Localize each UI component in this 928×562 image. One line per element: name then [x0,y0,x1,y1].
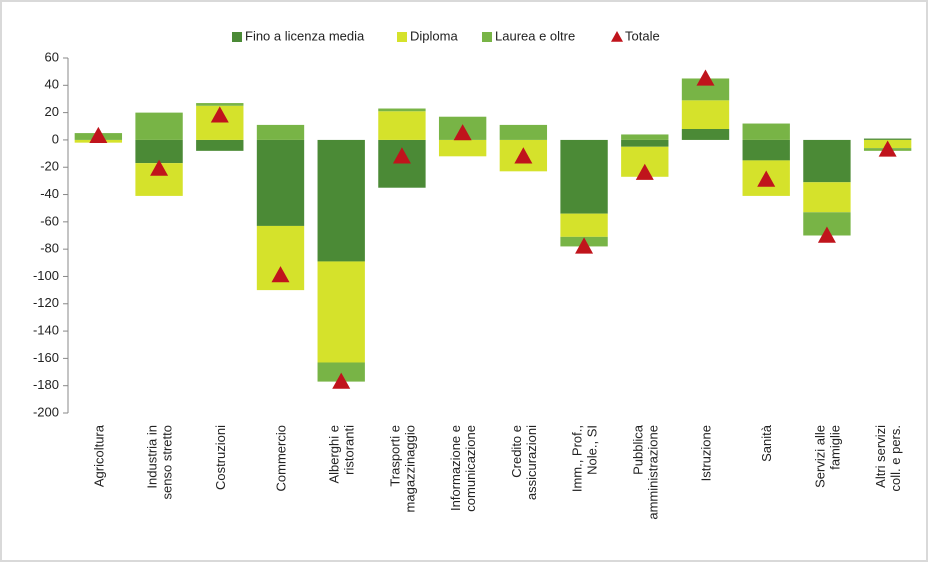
bar-segment [742,139,790,161]
total-marker [271,266,290,283]
y-tick-label: -100 [33,268,59,283]
bar-segment [681,100,730,129]
bar-segment [135,139,183,164]
y-tick-label: -200 [33,404,59,419]
x-tick-label: Trasporti emagazzinaggio [387,425,417,512]
bar-segment [378,139,426,188]
legend-label: Fino a licenza media [245,28,365,43]
bar-segment [438,139,487,157]
y-tick-label: -180 [33,377,59,392]
total-marker [150,159,169,176]
y-tick-label: 0 [52,131,59,146]
bar-segment [742,123,790,140]
bar-segment [560,139,608,214]
total-marker [696,69,715,86]
x-tick-label: Informazione ecomunicazione [448,425,478,512]
total-marker [514,147,533,164]
total-marker [453,124,472,141]
y-tick-label: -120 [33,295,59,310]
bar-segment [560,213,608,237]
bar-segment [803,139,851,183]
total-marker [89,126,108,144]
bar-segment [196,139,244,151]
x-tick-label: Istruzione [699,425,714,481]
bar-segment [378,111,426,140]
legend-swatch [611,31,623,42]
legend-swatch [397,32,407,42]
total-marker [817,226,836,243]
bar-segment [317,139,365,262]
bar-segment [378,108,426,112]
x-tick-label: Industria insenso stretto [145,425,175,499]
bar-segment [499,124,548,140]
bar-segment [621,134,669,140]
bar-segment [317,261,365,363]
x-tick-label: Servizi allefamiglie [812,425,842,488]
legend-label: Diploma [410,28,458,43]
legend-label: Laurea e oltre [495,28,575,43]
y-tick-label: 40 [45,77,59,92]
bar-segment [863,138,912,140]
x-tick-label: Altri servizicoll. e pers. [873,425,903,492]
total-marker [757,170,776,187]
bar-segment [135,112,183,140]
bar-segment [803,182,851,213]
y-tick-label: -40 [40,186,59,201]
total-marker [575,237,594,254]
total-marker [392,147,411,164]
x-tick-label: Alberghi eristoranti [327,425,357,484]
x-tick-label: Costruzioni [213,425,228,490]
x-tick-label: Imm., Prof.,Nole., SI [570,425,600,492]
bar-segment [256,124,305,140]
x-tick-label: Commercio [274,425,289,491]
y-tick-label: -80 [40,241,59,256]
y-tick-label: 20 [45,104,59,119]
legend-swatch [232,32,242,42]
x-tick-label: Agricoltura [91,424,106,487]
y-tick-label: -20 [40,159,59,174]
bar-segment [681,129,730,140]
bar-segment [256,139,305,226]
total-marker [878,140,897,157]
bar-segment [803,212,851,236]
x-tick-label: Credito eassicurazioni [509,425,539,500]
legend-label: Totale [625,28,660,43]
y-tick-label: -60 [40,213,59,228]
total-marker [635,163,654,180]
total-marker [210,106,229,123]
total-marker [332,372,351,389]
y-tick-label: -160 [33,350,59,365]
bar-segment [621,139,669,147]
y-tick-label: 60 [45,49,59,64]
bar-segment [681,78,730,101]
legend-swatch [482,32,492,42]
bar-segment [317,362,365,382]
bar-segment [196,103,244,106]
y-tick-label: -140 [33,323,59,338]
x-tick-label: Sanità [759,424,774,462]
x-tick-label: Pubblicaamministrazione [630,424,660,519]
